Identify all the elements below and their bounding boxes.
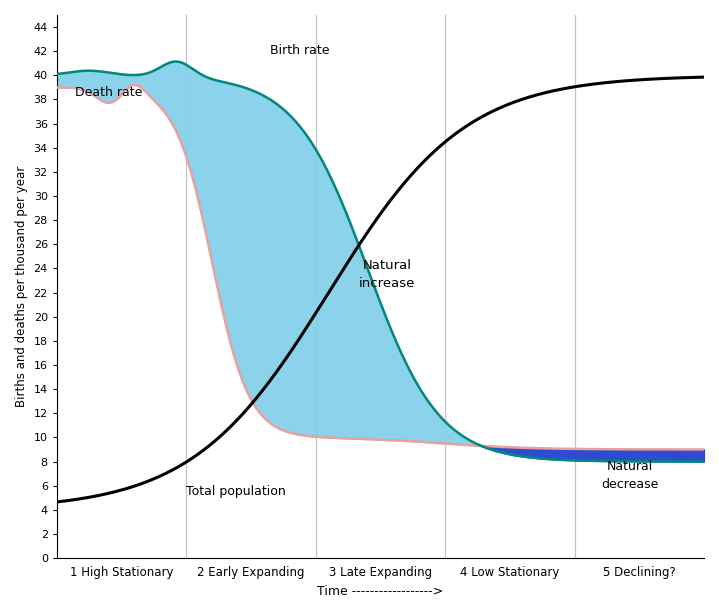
- Y-axis label: Births and deaths per thousand per year: Births and deaths per thousand per year: [15, 166, 28, 407]
- X-axis label: Time ------------------>: Time ------------------>: [317, 585, 444, 598]
- Text: Natural
decrease: Natural decrease: [601, 460, 659, 491]
- Text: Natural
increase: Natural increase: [359, 259, 415, 289]
- Text: Death rate: Death rate: [75, 86, 142, 99]
- Text: Birth rate: Birth rate: [270, 44, 330, 56]
- Text: Total population: Total population: [186, 485, 286, 498]
